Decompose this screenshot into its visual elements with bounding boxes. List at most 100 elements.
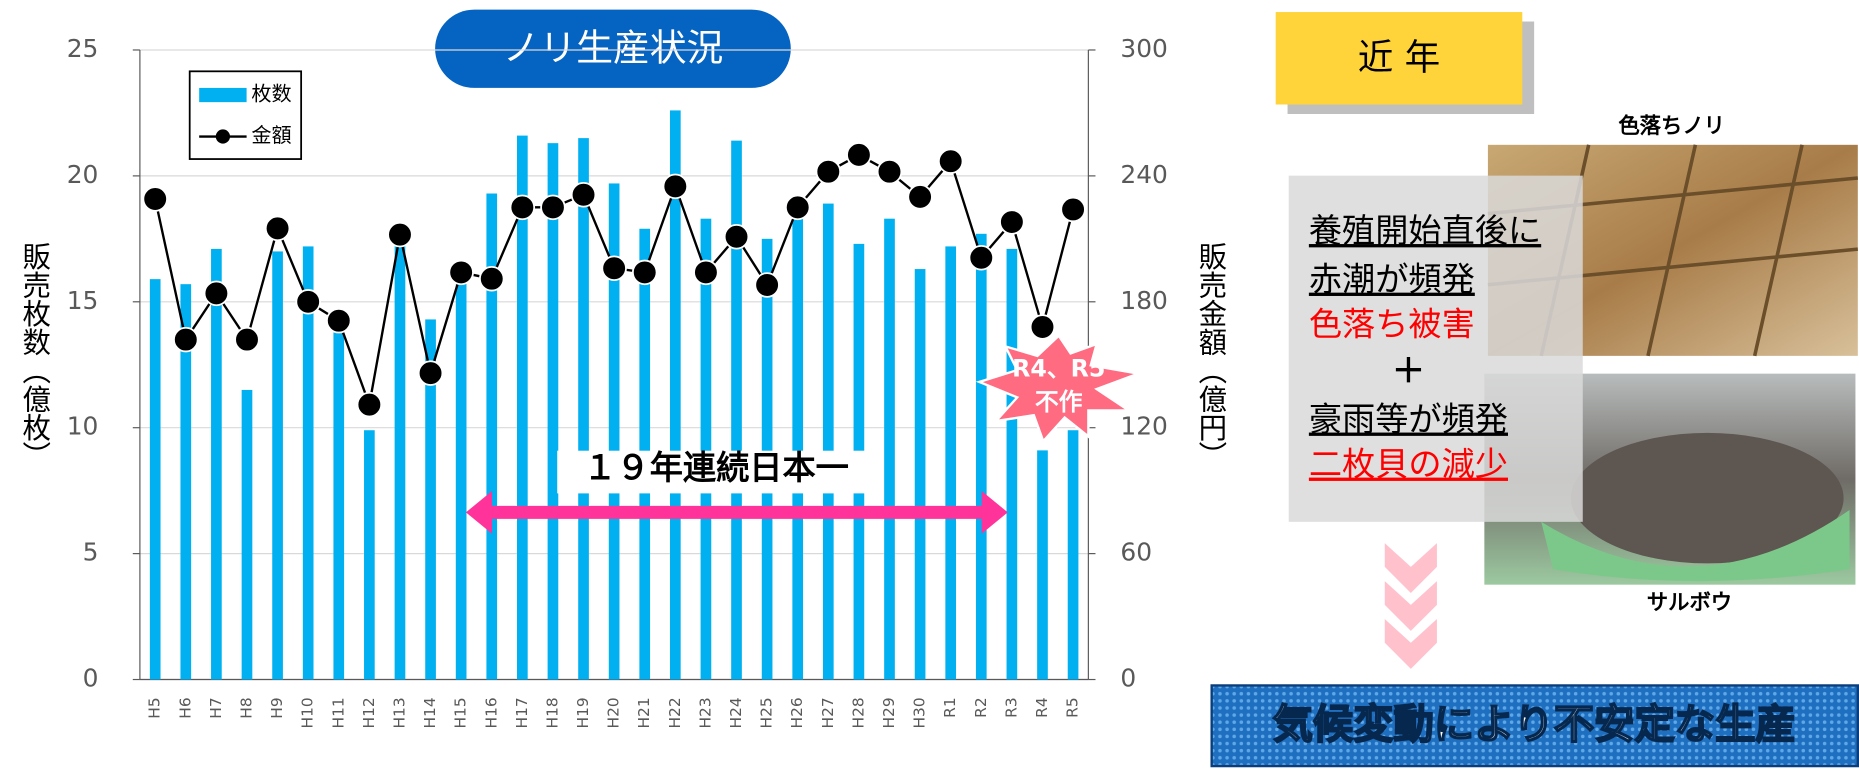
bar — [272, 251, 283, 679]
bar — [242, 390, 253, 680]
line-marker — [174, 328, 198, 352]
x-tick-label: R3 — [1002, 697, 1020, 718]
side-line: ＋ — [1392, 351, 1425, 390]
y-tick-label: 25 — [67, 34, 99, 63]
conclusion: 気候変動により不安定な生産 — [1273, 701, 1796, 748]
side-line: 豪雨等が頻発 — [1309, 400, 1508, 439]
bar — [884, 219, 895, 680]
line-marker — [816, 160, 840, 184]
caption: サルボウ — [1647, 591, 1732, 616]
x-tick-label: H9 — [268, 697, 286, 718]
bar — [976, 234, 987, 680]
side-line: 色落ち被害 — [1309, 305, 1475, 344]
x-tick-label: H11 — [329, 697, 347, 728]
side-line: 二枚貝の減少 — [1309, 445, 1508, 484]
bar — [211, 249, 222, 680]
bar — [456, 282, 467, 680]
chevrons — [1385, 543, 1437, 669]
chart-title: ノリ生産状況 — [503, 26, 724, 69]
line-marker — [1000, 210, 1024, 234]
bar — [548, 143, 559, 679]
arrow-head — [982, 491, 1008, 534]
y-axis-label: 販売枚数（億枚） — [18, 242, 51, 470]
line-marker — [449, 261, 473, 285]
x-tick-label: H7 — [207, 697, 225, 718]
x-tick-label: H21 — [635, 697, 653, 728]
x-tick-label: R2 — [972, 697, 990, 718]
x-tick-label: R1 — [941, 697, 959, 718]
x-tick-label: H13 — [390, 697, 408, 728]
line-marker — [510, 196, 534, 220]
bar — [915, 269, 926, 679]
x-tick-label: H10 — [299, 697, 317, 728]
x-tick-label: H28 — [849, 697, 867, 728]
line-marker — [908, 185, 932, 209]
x-tick-label: H5 — [146, 697, 164, 718]
side-line: 養殖開始直後に — [1309, 211, 1541, 250]
line-marker — [969, 246, 993, 270]
x-tick-label: R4 — [1033, 697, 1051, 718]
x-tick-label: H27 — [819, 697, 837, 728]
line-marker — [205, 282, 229, 306]
bar — [150, 279, 161, 679]
heading: 近 年 — [1358, 37, 1440, 78]
x-tick-label: H6 — [176, 697, 194, 718]
line-marker — [296, 290, 320, 314]
side-line: 赤潮が頻発 — [1309, 260, 1475, 299]
legend-swatch — [199, 88, 246, 102]
x-tick-label: H19 — [574, 697, 592, 728]
bar — [731, 141, 742, 680]
line-marker — [266, 216, 290, 240]
bar — [1068, 430, 1079, 679]
line-marker — [786, 196, 810, 220]
bar — [364, 430, 375, 679]
x-tick-label: H18 — [543, 697, 561, 728]
line-marker — [419, 361, 443, 385]
arrow-head — [466, 491, 492, 534]
line-marker — [541, 196, 565, 220]
y2-tick-label: 240 — [1120, 160, 1167, 189]
line-marker — [235, 328, 259, 352]
line-marker — [572, 183, 596, 207]
y-tick-label: 0 — [83, 664, 99, 693]
x-tick-label: H30 — [911, 697, 929, 728]
legend-swatch — [216, 129, 230, 143]
x-tick-label: H15 — [452, 697, 470, 728]
y-tick-label: 15 — [67, 286, 99, 315]
x-tick-label: H25 — [758, 697, 776, 728]
line-marker — [480, 267, 504, 291]
x-tick-label: H12 — [360, 697, 378, 728]
x-tick-label: H20 — [605, 697, 623, 728]
bar — [823, 204, 834, 680]
y-tick-label: 10 — [67, 412, 99, 441]
bar — [333, 319, 344, 679]
x-tick-label: H22 — [666, 697, 684, 728]
x-tick-label: R5 — [1064, 697, 1082, 718]
line-marker — [847, 143, 871, 167]
page: ノリ生産状況 販売枚数（億枚） 販売金額（億円） 051015202506012… — [0, 0, 1859, 771]
annotation: １９年連続日本一 — [583, 448, 849, 487]
bar — [1007, 249, 1018, 680]
line-marker — [388, 223, 412, 247]
line-marker — [939, 149, 963, 173]
line-marker — [1061, 198, 1085, 222]
legend-label: 枚数 — [251, 82, 291, 106]
annotation: R4、R5 — [1012, 355, 1105, 383]
line-marker — [1031, 315, 1055, 339]
line-marker — [755, 273, 779, 297]
x-tick-label: H17 — [513, 697, 531, 728]
y-tick-label: 20 — [67, 160, 99, 189]
line-marker — [633, 261, 657, 285]
y2-tick-label: 180 — [1120, 286, 1167, 315]
bar — [945, 246, 956, 679]
bar — [578, 138, 589, 679]
x-tick-label: H14 — [421, 697, 439, 728]
line-marker — [725, 225, 749, 249]
line-marker — [327, 309, 351, 333]
x-tick-label: H26 — [788, 697, 806, 728]
line-marker — [663, 175, 687, 199]
line-marker — [878, 160, 902, 184]
y2-tick-label: 300 — [1120, 34, 1167, 63]
x-tick-label: H16 — [482, 697, 500, 728]
caption: 色落ちノリ — [1618, 113, 1725, 139]
